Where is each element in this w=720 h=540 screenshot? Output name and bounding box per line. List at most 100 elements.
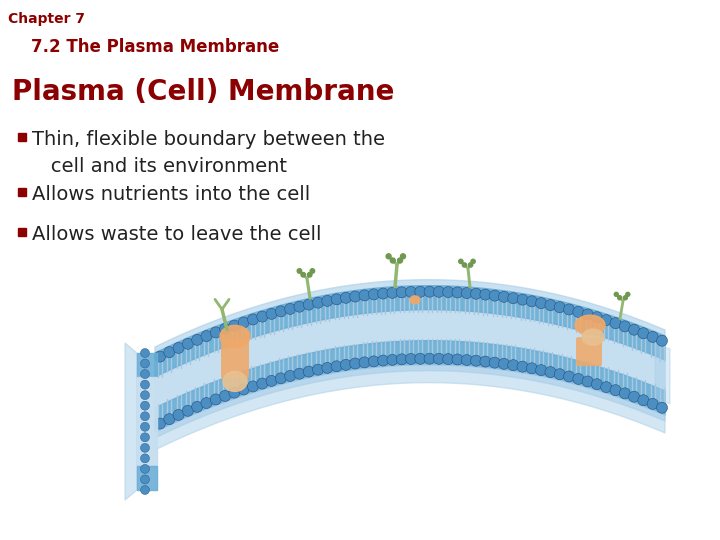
Circle shape [433, 286, 444, 298]
Circle shape [140, 380, 150, 389]
Circle shape [624, 296, 627, 300]
Circle shape [229, 320, 240, 331]
Polygon shape [125, 343, 137, 500]
Circle shape [415, 286, 426, 297]
Circle shape [415, 353, 426, 365]
Circle shape [614, 292, 618, 296]
Circle shape [297, 269, 302, 273]
Circle shape [480, 289, 491, 300]
Ellipse shape [410, 296, 420, 304]
Circle shape [173, 342, 184, 353]
FancyBboxPatch shape [576, 337, 602, 366]
Circle shape [554, 369, 565, 380]
Circle shape [303, 299, 314, 310]
Circle shape [462, 354, 472, 366]
Circle shape [424, 353, 435, 364]
Circle shape [591, 379, 603, 390]
Circle shape [322, 362, 333, 373]
Circle shape [433, 353, 444, 365]
Circle shape [192, 334, 203, 346]
Circle shape [140, 433, 150, 442]
Circle shape [210, 394, 221, 405]
Circle shape [220, 390, 230, 401]
Ellipse shape [582, 329, 604, 345]
Polygon shape [155, 341, 665, 432]
Circle shape [369, 356, 379, 367]
Polygon shape [155, 364, 665, 450]
Circle shape [517, 361, 528, 372]
Circle shape [600, 315, 612, 326]
Circle shape [545, 300, 556, 310]
Ellipse shape [223, 372, 247, 392]
Circle shape [619, 321, 630, 332]
Circle shape [266, 375, 277, 386]
FancyBboxPatch shape [221, 339, 249, 379]
Circle shape [284, 303, 296, 314]
Polygon shape [155, 286, 665, 377]
Circle shape [582, 376, 593, 387]
Bar [18, 188, 26, 196]
Circle shape [331, 361, 342, 372]
Circle shape [294, 368, 305, 379]
Circle shape [192, 401, 203, 413]
Circle shape [386, 254, 391, 259]
Circle shape [462, 263, 467, 267]
Circle shape [498, 359, 510, 369]
Circle shape [294, 301, 305, 312]
Circle shape [647, 399, 658, 409]
Circle shape [140, 348, 150, 357]
Circle shape [396, 354, 408, 365]
Circle shape [610, 318, 621, 329]
Circle shape [396, 287, 408, 298]
Circle shape [629, 391, 639, 402]
Circle shape [322, 295, 333, 306]
Text: Allows nutrients into the cell: Allows nutrients into the cell [32, 185, 310, 204]
Text: Thin, flexible boundary between the
   cell and its environment: Thin, flexible boundary between the cell… [32, 130, 385, 176]
Circle shape [647, 332, 658, 342]
Circle shape [564, 371, 575, 382]
Circle shape [600, 382, 612, 393]
Circle shape [517, 294, 528, 305]
Circle shape [248, 381, 258, 392]
Circle shape [359, 357, 370, 368]
Circle shape [573, 373, 584, 384]
Circle shape [266, 308, 277, 319]
Circle shape [312, 364, 323, 375]
Polygon shape [137, 466, 157, 490]
Circle shape [638, 395, 649, 406]
Circle shape [140, 401, 150, 410]
Circle shape [341, 359, 351, 370]
Circle shape [140, 359, 150, 368]
Circle shape [140, 422, 150, 431]
Circle shape [591, 312, 603, 323]
Circle shape [182, 338, 194, 349]
Circle shape [140, 454, 150, 463]
Circle shape [657, 402, 667, 413]
Circle shape [536, 298, 546, 308]
Circle shape [452, 287, 463, 298]
Circle shape [462, 287, 472, 299]
Circle shape [526, 296, 537, 307]
Circle shape [275, 373, 287, 384]
Polygon shape [137, 353, 157, 377]
Circle shape [140, 443, 150, 453]
Circle shape [350, 291, 361, 302]
Circle shape [359, 290, 370, 301]
Circle shape [443, 354, 454, 364]
Circle shape [377, 288, 389, 299]
Circle shape [238, 317, 249, 328]
Circle shape [526, 363, 537, 374]
Polygon shape [137, 377, 157, 466]
Circle shape [452, 354, 463, 365]
Text: Chapter 7: Chapter 7 [8, 12, 85, 26]
Circle shape [471, 288, 482, 299]
Circle shape [312, 297, 323, 308]
Circle shape [163, 347, 175, 357]
Text: 7.2 The Plasma Membrane: 7.2 The Plasma Membrane [8, 38, 279, 56]
Circle shape [275, 306, 287, 317]
Circle shape [508, 293, 518, 303]
Circle shape [573, 306, 584, 318]
Circle shape [471, 259, 475, 264]
Bar [18, 133, 26, 141]
Circle shape [140, 485, 150, 495]
